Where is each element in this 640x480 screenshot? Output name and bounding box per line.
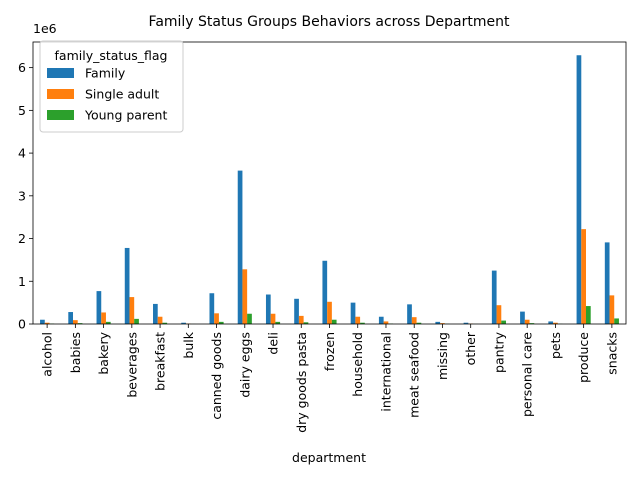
bar-single-adult-pets	[553, 322, 558, 324]
y-tick-label: 4	[18, 146, 26, 161]
bar-single-adult-beverages	[129, 297, 135, 324]
legend-swatch	[47, 68, 74, 78]
bar-single-adult-dairy-eggs	[242, 269, 248, 324]
bar-young-parent-personal-care	[529, 323, 535, 324]
bar-family-frozen	[322, 260, 328, 324]
bar-family-babies	[68, 312, 74, 324]
legend-entry: Young parent	[84, 108, 167, 123]
bar-young-parent-bakery	[105, 321, 111, 324]
bar-family-pets	[548, 321, 554, 324]
bar-family-missing	[435, 321, 441, 324]
bar-family-snacks	[604, 242, 610, 324]
y-tick-label: 3	[18, 188, 26, 203]
bar-family-beverages	[124, 247, 130, 324]
bar-family-pantry	[491, 270, 497, 324]
bar-young-parent-snacks	[614, 318, 619, 324]
x-tick-label: produce	[576, 332, 591, 383]
plot-area: 0 1 2 3 4 5 6 alcohol babies bakery beverages break…	[18, 55, 619, 433]
legend-swatch	[47, 110, 74, 120]
x-tick-label: babies	[68, 332, 83, 373]
bar-young-parent-frozen	[331, 319, 337, 324]
x-tick-label: international	[378, 332, 393, 412]
bar-family-international	[378, 316, 384, 324]
bar-single-adult-canned-goods	[214, 313, 219, 324]
bar-family-produce	[576, 55, 582, 324]
bar-single-adult-deli	[270, 313, 276, 324]
legend-title: family_status_flag	[55, 48, 168, 63]
bar-single-adult-personal-care	[524, 319, 530, 324]
bar-single-adult-alcohol	[44, 322, 50, 324]
bar-young-parent-household	[360, 322, 365, 324]
legend-box	[39, 40, 184, 133]
bar-young-parent-pantry	[501, 320, 506, 324]
bar-single-adult-missing	[440, 323, 445, 324]
bar-family-bulk	[181, 322, 186, 324]
x-tick-label: bakery	[96, 331, 111, 374]
bar-family-deli	[265, 294, 271, 324]
bar-single-adult-international	[383, 321, 389, 324]
x-tick-label: other	[463, 331, 478, 365]
chart-title: Family Status Groups Behaviors across De…	[149, 14, 510, 30]
y-tick-label: 6	[18, 60, 26, 75]
x-tick-label: beverages	[124, 332, 139, 398]
x-axis-label: department	[292, 450, 366, 465]
x-tick-label: meat seafood	[407, 332, 422, 418]
legend-entry: Family	[85, 66, 126, 81]
x-tick-label: deli	[266, 332, 281, 355]
bar-family-household	[350, 302, 356, 324]
bar-young-parent-beverages	[134, 318, 139, 324]
bar-single-adult-babies	[73, 320, 78, 324]
bar-young-parent-canned-goods	[218, 321, 224, 324]
y-tick-label: 0	[18, 317, 26, 332]
bar-single-adult-pantry	[496, 305, 502, 324]
x-tick-label: frozen	[322, 332, 337, 371]
bar-family-meat-seafood	[407, 304, 412, 324]
x-tick-label: alcohol	[40, 332, 55, 377]
bar-family-other	[463, 322, 469, 324]
bar-single-adult-dry-goods-pasta	[298, 315, 304, 324]
bar-single-adult-bakery	[101, 312, 106, 324]
bar-family-bakery	[96, 291, 102, 324]
y-tick-label: 2	[18, 231, 26, 246]
bar-single-adult-frozen	[327, 301, 332, 324]
bar-family-alcohol	[40, 319, 45, 324]
y-tick-label: 1	[18, 274, 26, 289]
bar-single-adult-meat-seafood	[411, 317, 417, 324]
bar-single-adult-household	[355, 316, 361, 324]
legend: family_status_flag Family Single adult You…	[39, 40, 184, 133]
bar-single-adult-snacks	[609, 295, 615, 324]
x-tick-label: snacks	[604, 332, 619, 375]
bar-single-adult-produce	[581, 229, 586, 324]
y-multiplier-label: 1e6	[33, 21, 57, 36]
x-tick-label: bulk	[181, 331, 196, 358]
bar-family-breakfast	[153, 303, 158, 324]
bar-young-parent-deli	[275, 321, 281, 324]
x-tick-label: household	[350, 332, 365, 397]
bar-young-parent-dairy-eggs	[247, 313, 252, 324]
bar-young-parent-dry-goods-pasta	[303, 322, 309, 324]
bar-young-parent-babies	[77, 323, 83, 324]
x-tick-label: missing	[435, 332, 450, 380]
bar-young-parent-produce	[585, 306, 591, 324]
legend-swatch	[47, 89, 74, 99]
bar-young-parent-breakfast	[162, 322, 168, 324]
x-tick-label: canned goods	[209, 332, 224, 420]
bar-family-dry-goods-pasta	[294, 298, 299, 324]
bar-family-personal-care	[520, 311, 525, 324]
x-tick-label: pets	[548, 332, 563, 359]
bar-family-canned-goods	[209, 293, 215, 324]
x-tick-label: breakfast	[153, 332, 168, 391]
legend-entry: Single adult	[85, 87, 159, 102]
x-tick-label: dairy eggs	[237, 332, 252, 398]
x-tick-label: dry goods pasta	[294, 332, 309, 433]
axes-frame	[32, 41, 627, 325]
bar-young-parent-meat-seafood	[416, 322, 422, 324]
bar-single-adult-breakfast	[157, 316, 163, 324]
y-tick-label: 5	[18, 103, 26, 118]
bar-family-dairy-eggs	[237, 170, 243, 324]
x-tick-label: pantry	[491, 331, 506, 373]
x-tick-label: personal care	[520, 332, 535, 417]
